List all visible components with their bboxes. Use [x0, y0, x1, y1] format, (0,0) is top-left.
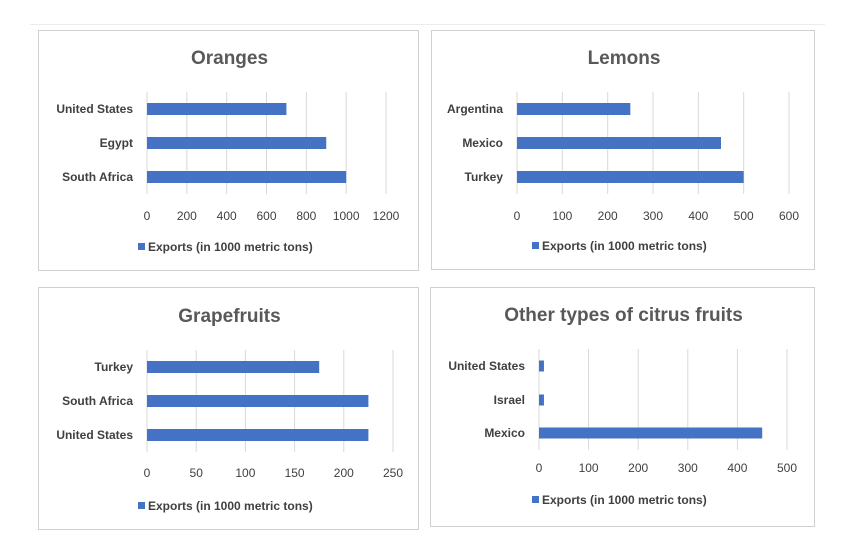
- tick-label: 400: [688, 209, 708, 223]
- bar: [147, 429, 369, 441]
- tick-label: 400: [217, 209, 237, 223]
- chart-title: Grapefruits: [178, 306, 280, 327]
- category-label: Turkey: [465, 170, 504, 184]
- tick-label: 1000: [333, 209, 360, 223]
- legend-label: Exports (in 1000 metric tons): [148, 499, 313, 513]
- category-label: Mexico: [484, 426, 525, 440]
- tick-label: 600: [256, 209, 276, 223]
- legend-label: Exports (in 1000 metric tons): [542, 239, 707, 253]
- bar: [147, 103, 287, 115]
- chart-title: Oranges: [191, 48, 268, 69]
- category-label: Argentina: [447, 102, 503, 116]
- tick-label: 400: [727, 461, 747, 475]
- bar: [517, 171, 744, 183]
- tick-label: 600: [779, 209, 799, 223]
- tick-label: 100: [235, 466, 255, 480]
- bar: [517, 103, 631, 115]
- chart-panel-oranges: Oranges United States Egypt South Africa 0 20…: [38, 30, 419, 271]
- chart-svg-grapefruits: Grapefruits Turkey South Africa United Stat…: [56, 306, 403, 513]
- tick-label: 100: [552, 209, 572, 223]
- category-label: United States: [448, 359, 525, 373]
- legend-label: Exports (in 1000 metric tons): [148, 240, 313, 254]
- chart-panel-grapefruits: Grapefruits Turkey South Africa United Stat…: [38, 287, 419, 530]
- category-label: Israel: [494, 393, 525, 407]
- bar: [517, 137, 721, 149]
- legend-swatch: [532, 242, 539, 249]
- tick-label: 0: [514, 209, 521, 223]
- tick-label: 300: [678, 461, 698, 475]
- legend-swatch: [138, 502, 145, 509]
- legend-swatch: [138, 243, 145, 250]
- tick-label: 300: [643, 209, 663, 223]
- bar: [147, 361, 320, 373]
- bar: [147, 395, 369, 407]
- category-label: South Africa: [62, 394, 133, 408]
- bar: [147, 171, 347, 183]
- chart-title: Lemons: [588, 48, 661, 69]
- category-label: Turkey: [95, 360, 134, 374]
- legend-label: Exports (in 1000 metric tons): [542, 493, 707, 507]
- category-label: Egypt: [100, 136, 133, 150]
- legend-swatch: [532, 496, 539, 503]
- tick-label: 800: [296, 209, 316, 223]
- tick-label: 0: [536, 461, 543, 475]
- tick-label: 1200: [373, 209, 400, 223]
- tick-label: 500: [777, 461, 797, 475]
- tick-label: 100: [579, 461, 599, 475]
- category-label: United States: [56, 428, 133, 442]
- bar: [147, 137, 327, 149]
- tick-label: 200: [598, 209, 618, 223]
- tick-label: 500: [734, 209, 754, 223]
- tick-label: 50: [190, 466, 204, 480]
- chart-panel-lemons: Lemons Argentina Mexico Turkey 0 100 200 300 400…: [431, 30, 815, 270]
- top-divider: [30, 24, 825, 25]
- tick-label: 200: [177, 209, 197, 223]
- tick-label: 0: [144, 209, 151, 223]
- tick-label: 250: [383, 466, 403, 480]
- chart-svg-other-citrus: Other types of citrus fruits United State…: [448, 305, 797, 507]
- category-label: Mexico: [462, 136, 503, 150]
- bar: [539, 394, 544, 406]
- chart-panel-other-citrus: Other types of citrus fruits United State…: [430, 287, 815, 527]
- chart-svg-oranges: Oranges United States Egypt South Africa 0 20…: [56, 48, 400, 254]
- tick-label: 150: [285, 466, 305, 480]
- chart-title: Other types of citrus fruits: [504, 305, 743, 326]
- category-label: United States: [56, 102, 133, 116]
- tick-label: 200: [334, 466, 354, 480]
- category-label: South Africa: [62, 170, 133, 184]
- tick-label: 200: [628, 461, 648, 475]
- tick-label: 0: [144, 466, 151, 480]
- chart-svg-lemons: Lemons Argentina Mexico Turkey 0 100 200 300 400…: [447, 48, 799, 253]
- bar: [539, 360, 544, 372]
- bar: [539, 427, 763, 439]
